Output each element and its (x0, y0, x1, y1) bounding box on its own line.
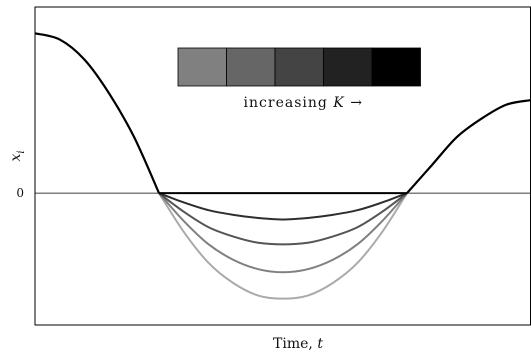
y-axis-label: xi (8, 150, 27, 161)
series-line-2 (158, 192, 408, 246)
legend-swatch-0 (177, 47, 227, 87)
x-axis-label: Time, t (273, 336, 323, 352)
common-segment-0 (34, 32, 161, 194)
series-line-0 (158, 192, 408, 300)
legend: increasing K → (177, 47, 421, 111)
legend-label-text: increasing (244, 95, 334, 111)
y-axis-label-sub: i (16, 150, 27, 153)
legend-label: increasing K → (244, 95, 363, 111)
legend-swatch-2 (274, 47, 324, 87)
legend-swatch-3 (323, 47, 373, 87)
x-axis-label-text: Time, (273, 336, 317, 352)
legend-label-var: K (332, 95, 345, 111)
common-segment-1 (406, 98, 531, 194)
series-line-1 (158, 192, 408, 274)
legend-swatch-1 (226, 47, 276, 87)
y-axis-label-var: x (8, 154, 24, 162)
series-line-3 (158, 192, 408, 221)
legend-label-arrow: → (345, 95, 363, 111)
y-tick-label-0: 0 (16, 186, 24, 200)
legend-swatch-4 (371, 47, 421, 87)
series-group (34, 32, 531, 300)
x-axis-label-var: t (317, 336, 323, 352)
